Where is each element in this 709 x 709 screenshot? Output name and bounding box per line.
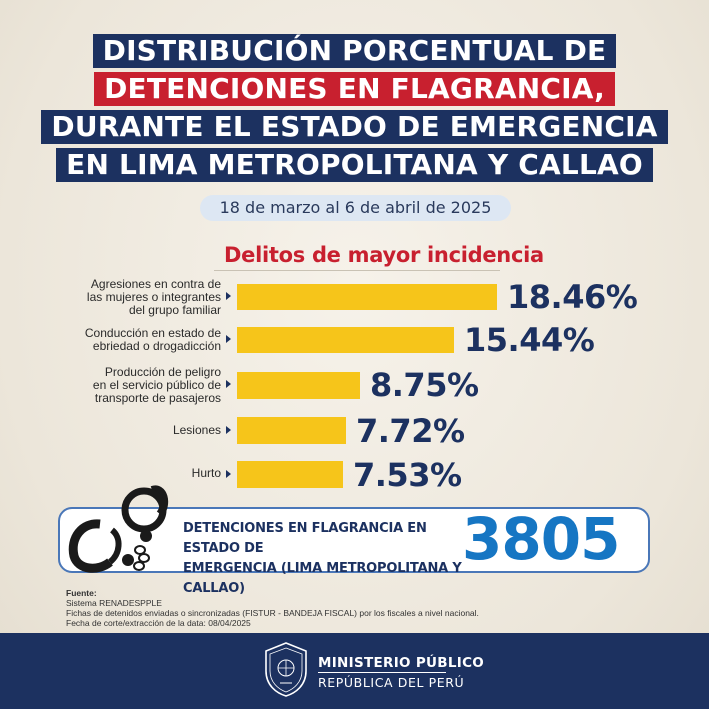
bar bbox=[237, 372, 360, 399]
chevron-right-icon bbox=[226, 335, 231, 343]
bar bbox=[237, 417, 346, 444]
category-label: Hurto bbox=[191, 466, 221, 480]
total-value: 3805 bbox=[462, 505, 620, 573]
total-card bbox=[58, 507, 650, 573]
title-line-2: DETENCIONES EN FLAGRANCIA, bbox=[94, 72, 615, 106]
category-label: Lesiones bbox=[172, 423, 221, 437]
total-label: DETENCIONES EN FLAGRANCIA EN ESTADO DE E… bbox=[183, 521, 462, 596]
chevron-right-icon bbox=[226, 380, 231, 388]
title: DISTRIBUCIÓN PORCENTUAL DE DETENCIONES E… bbox=[0, 34, 709, 186]
value-label: 8.75% bbox=[370, 366, 479, 404]
bar bbox=[237, 284, 497, 310]
chevron-right-icon bbox=[226, 292, 231, 300]
date-range: 18 de marzo al 6 de abril de 2025 bbox=[200, 195, 511, 221]
category-label: Conducción en estado de ebriedad o droga… bbox=[84, 326, 221, 353]
category-label: Agresiones en contra de las mujeres o in… bbox=[86, 277, 221, 317]
title-line-3: DURANTE EL ESTADO DE EMERGENCIA bbox=[41, 110, 668, 144]
chevron-right-icon bbox=[226, 426, 231, 434]
footer-bar bbox=[0, 633, 709, 709]
bar bbox=[237, 327, 454, 353]
category-label: Producción de peligro en el servicio púb… bbox=[92, 365, 221, 405]
value-label: 15.44% bbox=[464, 321, 595, 359]
title-line-4: EN LIMA METROPOLITANA Y CALLAO bbox=[56, 148, 653, 182]
source-note: Fuente: Sistema RENADESPPLE Fichas de de… bbox=[66, 588, 479, 628]
value-label: 7.53% bbox=[353, 456, 462, 494]
handcuffs-icon bbox=[68, 485, 169, 573]
chart-title: Delitos de mayor incidencia bbox=[224, 243, 544, 267]
ministerio-publico-seal-icon bbox=[265, 642, 307, 697]
value-label: 18.46% bbox=[507, 278, 638, 316]
footer-divider bbox=[318, 672, 446, 673]
bar bbox=[237, 461, 343, 488]
chart-title-underline bbox=[214, 270, 500, 271]
footer-subtitle: REPÚBLICA DEL PERÚ bbox=[318, 675, 465, 690]
value-label: 7.72% bbox=[356, 412, 465, 450]
title-line-1: DISTRIBUCIÓN PORCENTUAL DE bbox=[92, 34, 617, 68]
footer-title: MINISTERIO PÚBLICO bbox=[318, 655, 485, 671]
chevron-right-icon bbox=[226, 470, 231, 478]
